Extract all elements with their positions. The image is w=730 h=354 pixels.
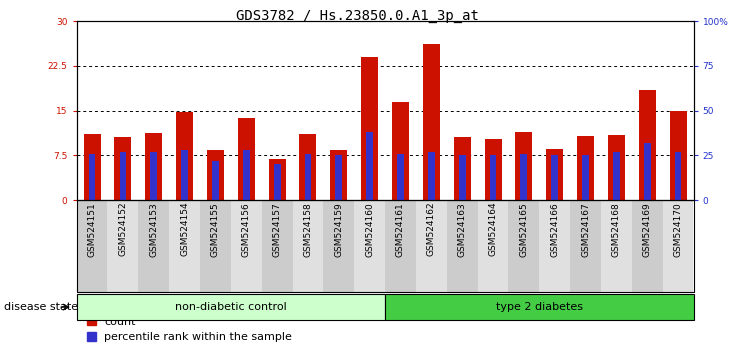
Bar [304,154,312,200]
Bar [176,113,193,200]
Bar [88,154,96,200]
Bar [546,149,563,200]
Text: GSM524158: GSM524158 [304,202,312,257]
Text: GSM524164: GSM524164 [488,202,498,256]
Bar [243,150,250,200]
Text: GSM524151: GSM524151 [88,202,96,257]
Bar [120,152,126,200]
Text: GSM524168: GSM524168 [612,202,621,257]
Bar [366,132,373,200]
Bar [485,139,502,200]
Bar [613,152,620,200]
Bar [238,118,255,200]
Bar [397,154,404,200]
Bar [150,152,157,200]
Text: non-diabetic control: non-diabetic control [175,302,287,312]
Bar [84,135,101,200]
Bar [577,136,594,200]
Bar [644,143,650,200]
Text: GDS3782 / Hs.23850.0.A1_3p_at: GDS3782 / Hs.23850.0.A1_3p_at [237,9,479,23]
Bar [207,150,224,200]
Bar [428,152,435,200]
Text: GSM524170: GSM524170 [674,202,683,257]
Bar [423,44,439,200]
Bar [458,155,466,200]
Legend: count, percentile rank within the sample: count, percentile rank within the sample [82,312,297,347]
Text: GSM524166: GSM524166 [550,202,559,257]
Bar [269,159,285,200]
Text: GSM524154: GSM524154 [180,202,189,256]
Text: GSM524160: GSM524160 [365,202,374,257]
Bar [392,102,409,200]
Bar [608,135,625,200]
Bar [115,137,131,200]
Text: GSM524159: GSM524159 [334,202,343,257]
Text: GSM524153: GSM524153 [149,202,158,257]
Bar [551,155,558,200]
Text: disease state: disease state [4,302,78,312]
Text: GSM524156: GSM524156 [242,202,251,257]
Bar [299,135,316,200]
Text: GSM524157: GSM524157 [272,202,282,257]
Bar [145,133,162,200]
Bar [490,155,496,200]
Bar [212,161,219,200]
Bar [331,150,347,200]
Bar [669,110,686,200]
Text: GSM524167: GSM524167 [581,202,590,257]
Bar [520,154,527,200]
Text: GSM524162: GSM524162 [427,202,436,256]
Text: GSM524165: GSM524165 [519,202,529,257]
Text: GSM524161: GSM524161 [396,202,405,257]
Bar [515,132,532,200]
Text: type 2 diabetes: type 2 diabetes [496,302,583,312]
Bar [675,152,682,200]
Bar [274,164,280,200]
Text: GSM524169: GSM524169 [642,202,652,257]
Text: GSM524155: GSM524155 [211,202,220,257]
Text: GSM524152: GSM524152 [118,202,128,256]
Bar [181,150,188,200]
Bar [361,57,378,200]
Bar [639,90,656,200]
Bar [454,137,471,200]
Bar [582,155,589,200]
Bar [335,155,342,200]
Text: GSM524163: GSM524163 [458,202,466,257]
